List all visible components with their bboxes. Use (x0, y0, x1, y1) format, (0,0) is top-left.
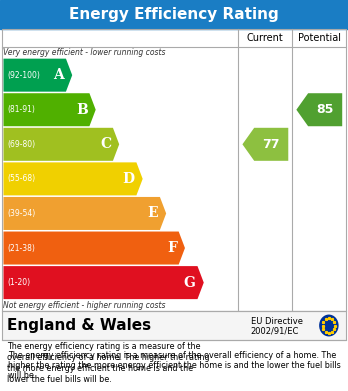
Polygon shape (3, 231, 185, 265)
Text: Very energy efficient - lower running costs: Very energy efficient - lower running co… (3, 48, 166, 57)
Text: Energy Efficiency Rating: Energy Efficiency Rating (69, 7, 279, 22)
Text: D: D (122, 172, 135, 186)
Text: B: B (76, 103, 88, 117)
Text: C: C (100, 137, 111, 151)
Text: G: G (184, 276, 196, 290)
Text: overall efficiency of a home. The higher the rating: overall efficiency of a home. The higher… (7, 353, 209, 362)
Text: (1-20): (1-20) (7, 278, 30, 287)
Text: EU Directive: EU Directive (251, 317, 302, 326)
Polygon shape (3, 197, 166, 230)
Bar (2, 311, 346, 340)
Text: 2002/91/EC: 2002/91/EC (251, 327, 299, 336)
Text: lower the fuel bills will be.: lower the fuel bills will be. (7, 375, 112, 384)
Text: England & Wales: England & Wales (7, 318, 151, 333)
Bar (2, 29, 346, 311)
Text: 85: 85 (316, 103, 334, 116)
Text: the more energy efficient the home is and the: the more energy efficient the home is an… (7, 364, 193, 373)
Text: Potential: Potential (298, 33, 341, 43)
Text: 77: 77 (262, 138, 280, 151)
Text: (21-38): (21-38) (7, 244, 35, 253)
Polygon shape (3, 93, 96, 126)
Text: E: E (148, 206, 158, 221)
Text: The energy efficiency rating is a measure of the: The energy efficiency rating is a measur… (7, 342, 200, 351)
Polygon shape (3, 59, 72, 91)
Text: (81-91): (81-91) (7, 105, 35, 114)
Text: (92-100): (92-100) (7, 71, 40, 80)
Text: F: F (167, 241, 177, 255)
Text: Current: Current (247, 33, 284, 43)
Polygon shape (3, 128, 119, 161)
Polygon shape (296, 93, 342, 126)
Text: The energy efficiency rating is a measure of the overall efficiency of a home. T: The energy efficiency rating is a measur… (8, 351, 340, 380)
Text: Not energy efficient - higher running costs: Not energy efficient - higher running co… (3, 301, 166, 310)
Text: A: A (54, 68, 64, 82)
Text: (39-54): (39-54) (7, 209, 35, 218)
Polygon shape (3, 266, 204, 299)
Circle shape (319, 314, 339, 336)
Text: (55-68): (55-68) (7, 174, 35, 183)
Polygon shape (243, 128, 288, 161)
Polygon shape (3, 162, 143, 196)
Bar (0, 0, 348, 29)
Text: (69-80): (69-80) (7, 140, 35, 149)
